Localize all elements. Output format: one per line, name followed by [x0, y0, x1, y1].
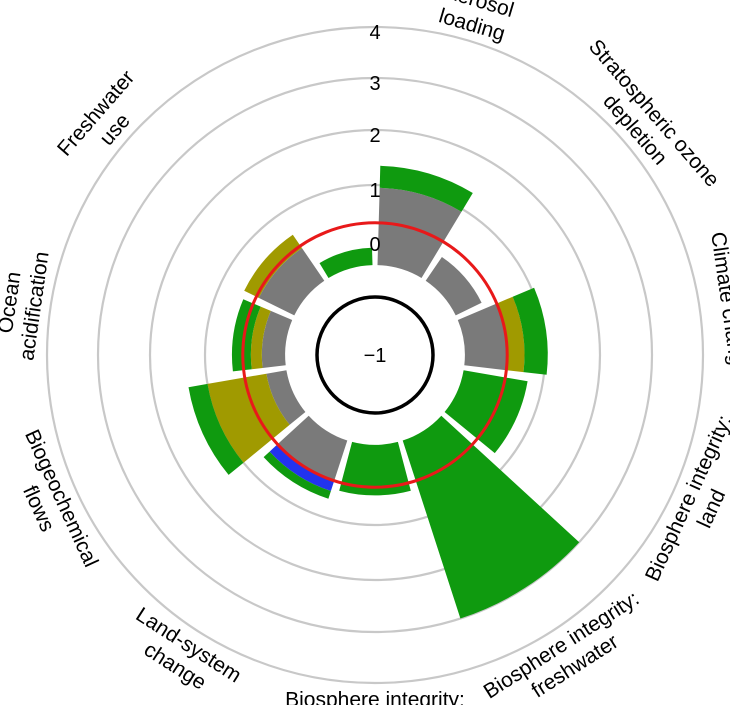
ring-tick-label: −1 — [364, 345, 387, 367]
segment-label-line: Climate change — [706, 230, 730, 378]
segment-bar — [512, 287, 548, 375]
segment-bar — [444, 370, 528, 454]
ring-tick-labels: −1 0 1 2 3 4 — [364, 22, 387, 367]
segment-bar — [188, 383, 244, 475]
segment-bar — [425, 257, 482, 316]
inner-hole — [315, 295, 435, 415]
grid-ring — [45, 25, 705, 685]
overlay-rings — [241, 221, 509, 489]
segment-label: Biosphere integrity:ocean — [285, 689, 465, 705]
segment-bar — [457, 303, 508, 371]
segment-bar — [377, 187, 462, 278]
segment-label-line: Biosphere integrity: — [285, 689, 465, 705]
segment-bar — [207, 373, 290, 463]
segment-bar — [244, 234, 302, 298]
segment-bar — [496, 296, 525, 373]
grid-rings — [45, 25, 705, 685]
segment-bar — [339, 441, 411, 496]
segment-bar — [277, 415, 348, 481]
grid-ring — [96, 76, 654, 634]
segment-bar — [269, 444, 335, 491]
segment-bar — [250, 306, 271, 370]
ring-tick-label: 2 — [369, 125, 380, 147]
ring-tick-label: 4 — [369, 22, 380, 44]
ring-tick-label: 1 — [369, 180, 380, 202]
segment-label: Climate change — [706, 230, 730, 378]
ring-tick-label: 0 — [369, 234, 380, 256]
segment-label-line: Freshwater — [53, 66, 139, 160]
ring-tick-label: 3 — [369, 73, 380, 95]
grid-ring — [148, 128, 602, 582]
segment-bar — [261, 310, 293, 368]
segment-bar — [319, 247, 373, 278]
segment-bar — [231, 299, 261, 372]
segment-bar — [266, 370, 306, 425]
segment-bar — [263, 451, 331, 499]
segment-label: Biosphere integrity:land — [641, 412, 730, 585]
segment-bar — [379, 165, 473, 212]
segment-bar — [258, 248, 325, 316]
segment-label: Biosphere integrity:freshwater — [480, 587, 644, 703]
safe-boundary-ring — [241, 221, 509, 489]
